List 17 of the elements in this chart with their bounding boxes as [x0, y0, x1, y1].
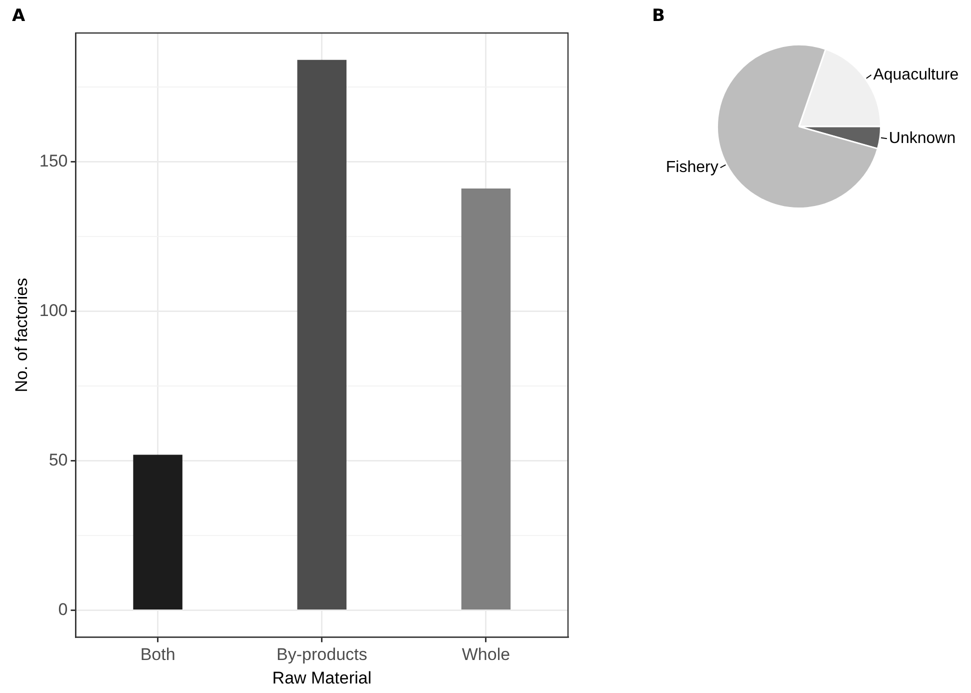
x-tick-label: Whole: [462, 645, 510, 664]
y-tick-label: 100: [39, 300, 68, 320]
chart-title: A: [12, 6, 26, 26]
y-tick-label: 0: [58, 600, 68, 619]
bar: [133, 454, 182, 610]
x-axis-title: Raw Material: [272, 668, 372, 688]
y-tick-label: 50: [48, 450, 68, 470]
slice-label: Unknown: [888, 130, 956, 148]
slice-label: Aquaculture: [873, 66, 959, 84]
y-tick-label: 150: [39, 151, 68, 170]
x-tick-label: Both: [140, 645, 176, 664]
slice-label: Fishery: [666, 159, 718, 176]
bar: [297, 60, 346, 610]
y-axis-title: No. of factories: [12, 278, 31, 392]
x-tick-label: By-products: [276, 645, 368, 664]
bar: [461, 188, 511, 610]
chart-title: B: [652, 6, 665, 26]
